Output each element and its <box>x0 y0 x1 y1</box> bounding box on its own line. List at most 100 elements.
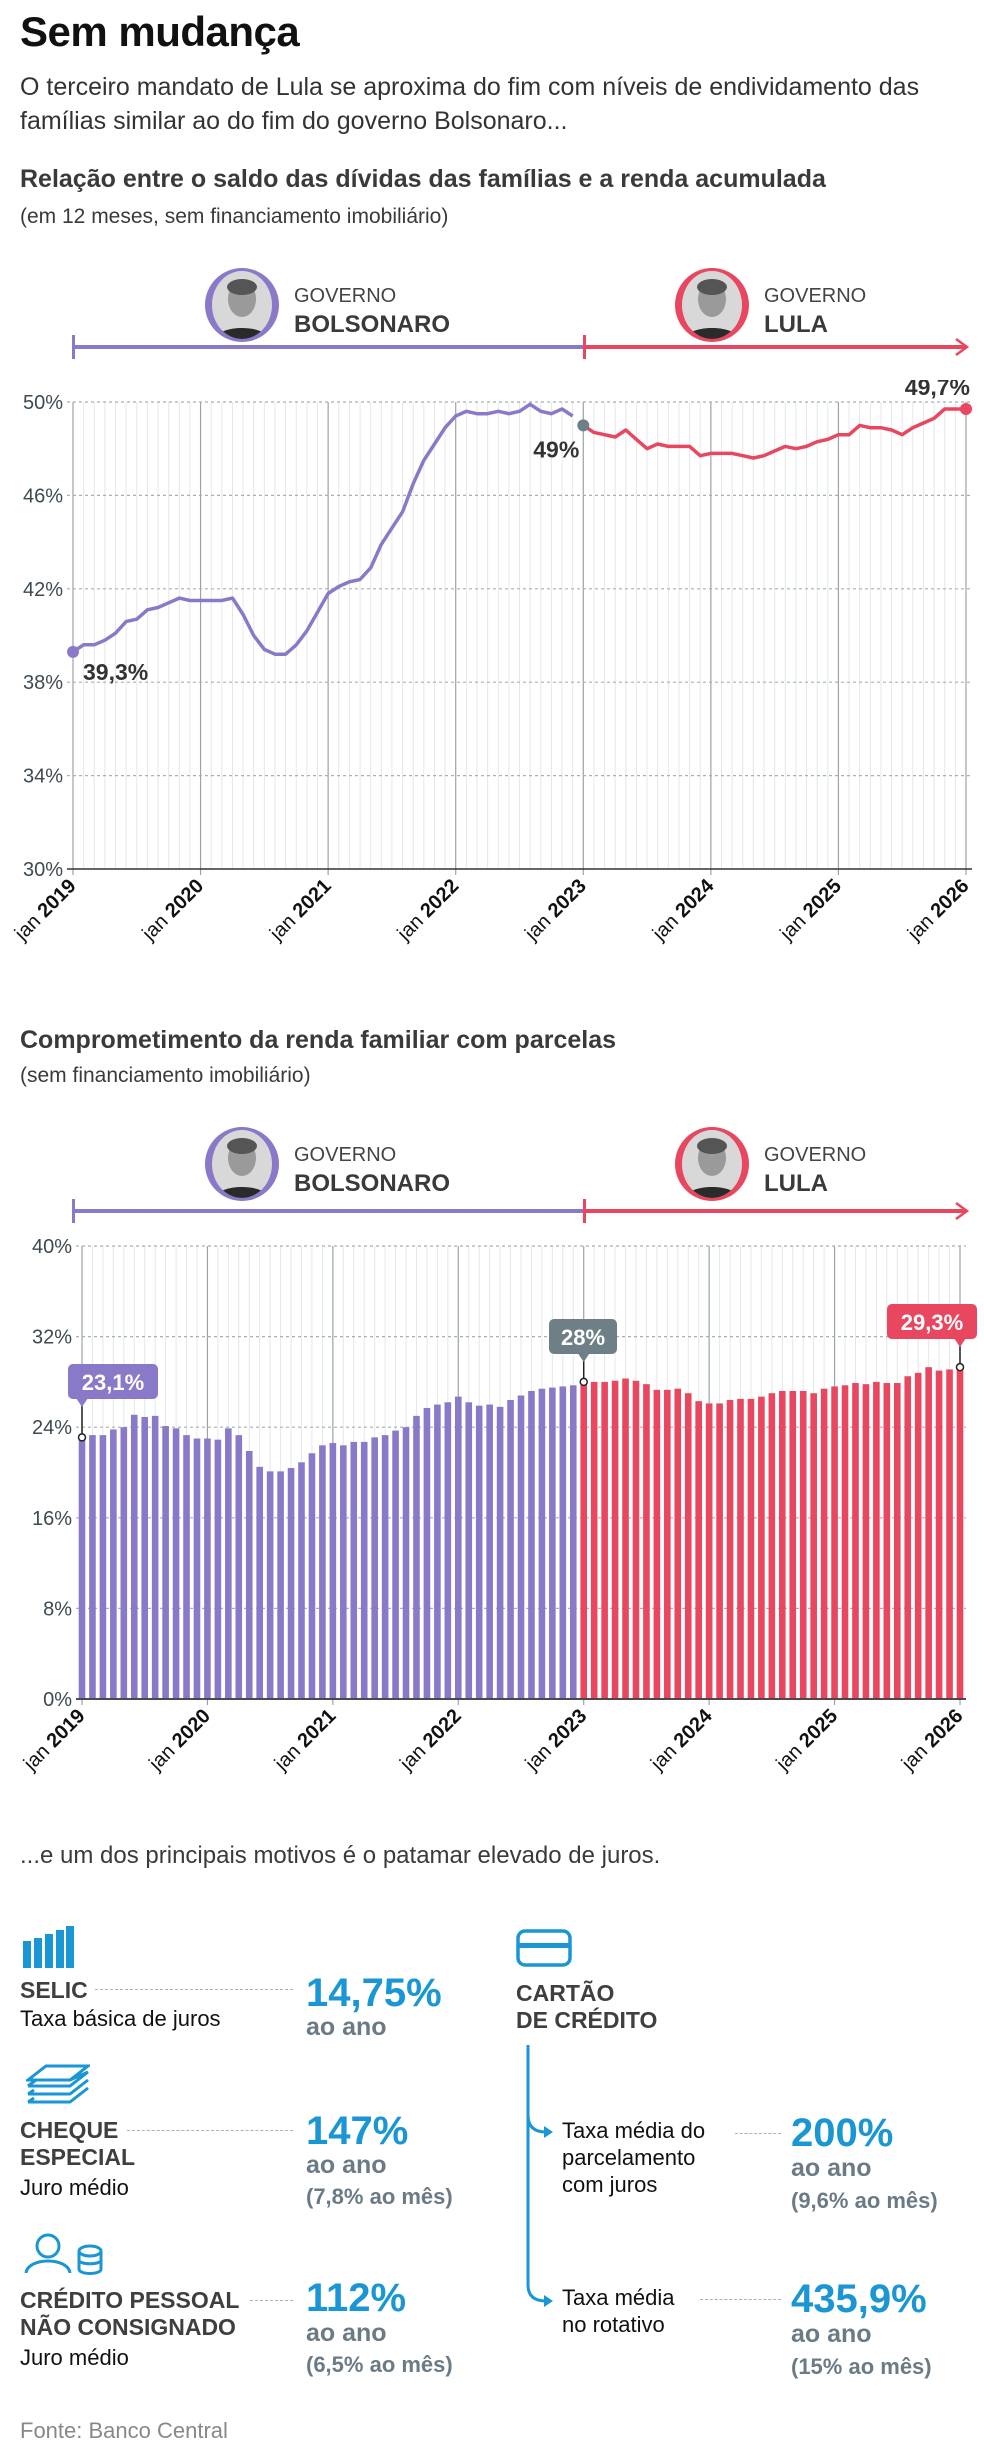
parcelado-value: 200% <box>791 2111 894 2155</box>
lula-portrait <box>675 268 749 342</box>
callout-label: 29,3% <box>901 1310 963 1335</box>
bar <box>580 1381 588 1699</box>
period-start-tick <box>72 1199 75 1223</box>
x-tick-label: jan 2026 <box>897 1705 968 1776</box>
y-tick-label: 16% <box>32 1508 72 1530</box>
bar <box>695 1401 702 1699</box>
bar <box>256 1466 263 1699</box>
x-tick-label: jan 2023 <box>521 1705 592 1776</box>
leader-line <box>95 1989 293 1990</box>
person-coins-icon <box>24 2233 103 2275</box>
bolsonaro-period-bar <box>73 345 584 349</box>
rotativo-value: 435,9% <box>791 2277 927 2321</box>
cheque-label-2: ESPECIAL <box>20 2144 136 2170</box>
selic-value: 14,75% <box>306 1971 442 2015</box>
bar-signal-icon <box>23 1926 74 1968</box>
data-point-marker <box>577 419 590 432</box>
data-label: 39,3% <box>83 659 148 685</box>
bar <box>120 1427 128 1699</box>
bar <box>381 1435 389 1699</box>
rotativo-unit: ao ano <box>791 2320 872 2348</box>
rotativo-line-1: Taxa média <box>562 2285 675 2310</box>
leader-line <box>127 2130 293 2131</box>
bar <box>549 1387 556 1699</box>
bar <box>151 1415 159 1699</box>
bar <box>956 1367 964 1699</box>
x-tick-label: jan 2022 <box>393 875 464 946</box>
bar <box>298 1462 305 1699</box>
bar <box>99 1435 107 1699</box>
bar <box>653 1389 661 1699</box>
x-tick-label: jan 2023 <box>520 875 591 946</box>
bar <box>475 1405 483 1699</box>
data-point-marker <box>955 1362 965 1372</box>
lula-portrait <box>675 1127 749 1201</box>
chart2-title: Comprometimento da renda familiar com pa… <box>20 1026 617 1054</box>
period-start-tick <box>72 335 75 359</box>
bar <box>590 1381 598 1699</box>
bar <box>873 1381 880 1699</box>
bar <box>883 1383 891 1699</box>
bar <box>110 1429 117 1699</box>
bar <box>684 1393 692 1699</box>
bar <box>141 1417 149 1699</box>
leader-line <box>735 2133 781 2134</box>
bolsonaro-series-line <box>72 402 574 656</box>
bar <box>245 1450 253 1699</box>
bar <box>768 1393 776 1699</box>
income-commitment-bar-chart: 0% 8% 16% 24% 32% 40% jan 2019 jan 2020 jan 2021… <box>19 1236 977 1776</box>
callout-pointer <box>76 1398 88 1407</box>
x-tick-label: jan 2025 <box>772 1705 843 1776</box>
page-title: Sem mudança <box>20 8 300 55</box>
bar <box>946 1369 953 1699</box>
x-tick-label: jan 2025 <box>775 875 846 946</box>
gov-name: BOLSONARO <box>294 311 450 338</box>
y-tick-label: 42% <box>23 579 63 601</box>
pessoal-unit: ao ano <box>306 2319 387 2347</box>
bar <box>465 1402 473 1699</box>
period-split-tick <box>583 1199 586 1223</box>
callout-box <box>68 1364 158 1399</box>
arrow-right-icon <box>955 1201 970 1221</box>
selic-label: SELIC <box>20 1977 88 2003</box>
bar <box>392 1430 399 1699</box>
x-tick-label: jan 2022 <box>395 1705 466 1776</box>
source-note: Fonte: Banco Central <box>20 2418 228 2443</box>
bolsonaro-period-bar <box>73 1209 584 1213</box>
chart1-title: Relação entre o saldo das dívidas das fa… <box>20 165 826 193</box>
x-tick-label: jan 2024 <box>648 874 719 945</box>
bar <box>287 1467 295 1699</box>
callout-pointer <box>577 1353 590 1362</box>
leader-line <box>700 2299 781 2300</box>
y-tick-label: 46% <box>23 485 63 507</box>
bar <box>758 1396 765 1699</box>
parcelado-line-1: Taxa média do <box>562 2118 706 2143</box>
parcelado-unit: ao ano <box>791 2154 872 2182</box>
bar <box>183 1435 190 1699</box>
gov-name: BOLSONARO <box>294 1170 450 1197</box>
data-label: 49% <box>533 436 579 462</box>
bar <box>507 1400 514 1699</box>
arrow-right-icon <box>955 337 970 357</box>
bar <box>611 1380 619 1699</box>
bar <box>632 1380 640 1699</box>
bar <box>277 1471 284 1699</box>
y-tick-label: 32% <box>32 1327 72 1349</box>
x-tick-label: jan 2024 <box>646 1704 717 1775</box>
lula-series-line <box>582 407 966 460</box>
x-tick-label: jan 2019 <box>19 1705 90 1776</box>
gov-prefix: GOVERNO <box>764 1144 867 1166</box>
bar <box>779 1390 786 1699</box>
parcelado-monthly: (9,6% ao mês) <box>791 2188 938 2213</box>
bar <box>862 1384 870 1699</box>
bar <box>78 1437 86 1699</box>
pessoal-label-2: NÃO CONSIGNADO <box>20 2314 236 2340</box>
callout-label: 28% <box>561 1325 605 1350</box>
y-tick-label: 8% <box>43 1598 72 1620</box>
bar <box>852 1383 859 1699</box>
pessoal-label-1: CRÉDITO PESSOAL <box>20 2287 240 2313</box>
bar <box>716 1403 723 1699</box>
lula-period-bar <box>584 1209 966 1213</box>
leader-line <box>250 2300 293 2301</box>
bar <box>935 1370 943 1699</box>
